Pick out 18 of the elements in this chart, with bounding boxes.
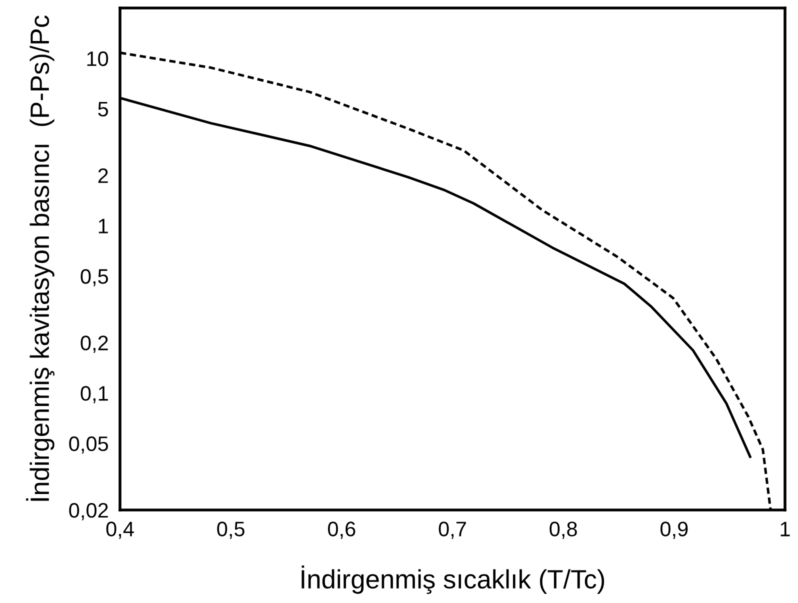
y-tick-label: 0,2 [80, 336, 108, 353]
x-tick-label: 0,6 [328, 522, 356, 539]
x-axis-title: İndirgenmiş sıcaklık (T/Tc) [302, 566, 604, 594]
y-tick-label: 2 [98, 168, 108, 183]
y-tick-label: 5 [98, 102, 108, 116]
x-tick-label: 0,4 [106, 522, 134, 539]
y-tick-label: 0,5 [80, 269, 108, 286]
x-tick-label: 0,9 [660, 522, 688, 539]
y-tick-label: 10 [87, 51, 108, 66]
y-tick-label: 0,02 [69, 503, 108, 520]
x-tick-label: 1 [780, 522, 790, 536]
y-tick-label: 0,1 [80, 386, 108, 404]
x-tick-label: 0,8 [550, 522, 577, 539]
y-tick-label: 0,05 [69, 436, 108, 454]
y-axis-title: İndirgenmiş kavitasyon basıncı (P-Ps)/Pc [26, 16, 54, 501]
x-tick-label: 0,5 [217, 522, 244, 539]
x-tick-label: 0,7 [438, 522, 466, 539]
y-tick-label: 1 [98, 218, 108, 234]
